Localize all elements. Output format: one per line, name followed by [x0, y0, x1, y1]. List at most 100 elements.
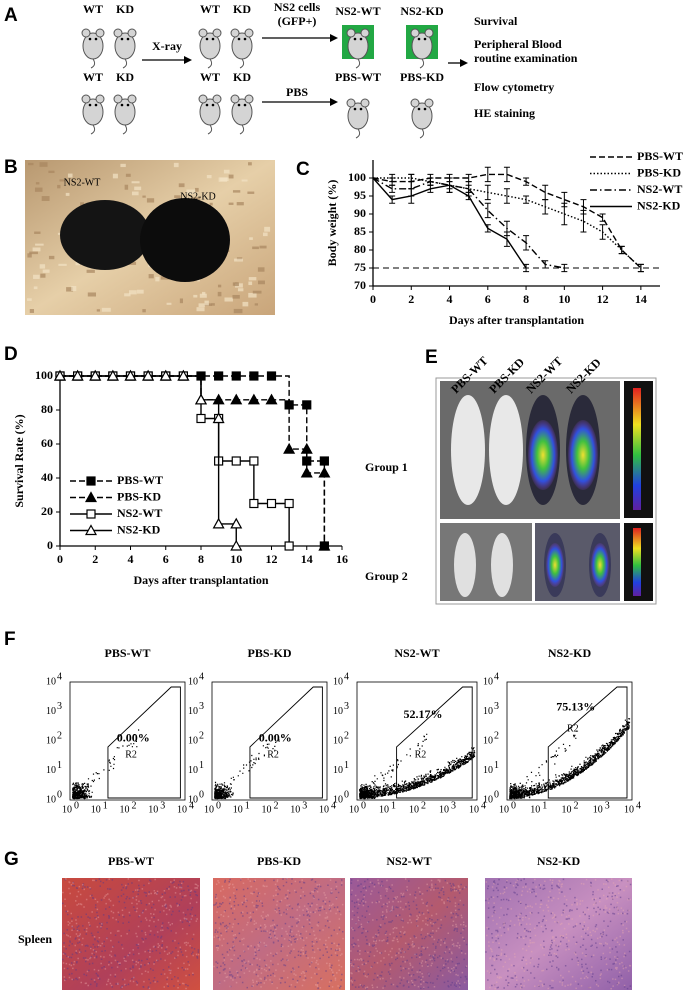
column-title: NS2-WT — [386, 854, 431, 868]
column-title: NS2-KD — [537, 854, 581, 868]
y-tick-base: 10 — [46, 765, 56, 776]
bedding-flake — [66, 287, 74, 292]
mouse-eye — [88, 103, 92, 107]
mouse-icon — [81, 28, 105, 69]
photo-label: NS2-KD — [180, 191, 216, 202]
bedding-flake — [148, 274, 154, 279]
x-tick-label: 2 — [408, 292, 414, 306]
x-tick-base: 10 — [530, 804, 540, 815]
mouse-eye — [423, 107, 427, 111]
x-tick-base: 10 — [62, 804, 72, 815]
error-bar — [484, 224, 491, 233]
marker — [159, 369, 172, 381]
gate-percent: 75.13% — [556, 700, 595, 714]
bedding-flake — [241, 179, 248, 182]
bedding-flake — [27, 253, 32, 258]
panel-letter: F — [4, 629, 16, 650]
legend-label: NS2-WT — [117, 506, 162, 520]
mouse-ear — [95, 28, 105, 38]
marker — [212, 517, 225, 529]
mouse-in-photo — [60, 200, 150, 270]
bedding-flake — [131, 181, 140, 184]
y-tick-label: 95 — [354, 188, 366, 202]
cell-events — [214, 735, 283, 800]
y-axis-label: Survival Rate (%) — [12, 414, 26, 507]
x-tick-base: 10 — [499, 804, 509, 815]
bedding-flake — [236, 202, 244, 206]
bedding-flake — [196, 307, 205, 312]
mouse-eye — [205, 103, 209, 107]
x-tick-base: 10 — [409, 804, 419, 815]
genotype-label: WT — [83, 70, 103, 84]
y-tick-base: 10 — [333, 794, 343, 805]
bedding-flake — [58, 263, 67, 266]
bedding-flake — [87, 292, 97, 297]
bedding-flake — [80, 202, 84, 207]
mouse-ear — [113, 94, 123, 104]
arrow-label: NS2 cells — [274, 0, 321, 14]
y-tick-base: 10 — [483, 706, 493, 717]
legend-label: PBS-KD — [637, 165, 681, 179]
error-bar — [599, 224, 606, 240]
bedding-flake — [39, 162, 48, 167]
mouse-ear — [360, 28, 370, 38]
y-tick-base: 10 — [46, 794, 56, 805]
bedding-flake — [248, 292, 257, 298]
y-tick-base: 10 — [333, 735, 343, 746]
arrow-label: X-ray — [152, 39, 182, 53]
bedding-flake — [146, 198, 155, 203]
mouse-eye — [94, 103, 98, 107]
mouse-ear — [360, 98, 370, 108]
y-tick-label: 60 — [41, 436, 53, 450]
bedding-flake — [211, 303, 215, 306]
data-line — [372, 177, 565, 269]
marker — [265, 393, 278, 405]
marker — [283, 442, 296, 454]
x-tick-base: 10 — [593, 804, 603, 815]
bedding-flake — [142, 309, 146, 313]
mouse-ear — [127, 94, 137, 104]
y-tick-label: 100 — [35, 368, 53, 382]
mouse-eye — [423, 37, 427, 41]
y-tick-exponent: 0 — [344, 789, 349, 800]
y-tick-exponent: 2 — [199, 730, 204, 741]
error-bar — [484, 202, 491, 219]
mouse-tail — [239, 58, 245, 69]
y-tick-base: 10 — [46, 706, 56, 717]
group-label: PBS-WT — [335, 70, 381, 84]
x-tick-base: 10 — [91, 804, 101, 815]
imaging-photo — [440, 523, 532, 601]
bedding-flake — [59, 179, 65, 182]
x-tick-base: 10 — [562, 804, 572, 815]
error-bar — [542, 184, 549, 201]
plot-frame — [506, 681, 633, 801]
gate — [396, 686, 473, 799]
x-tick-exponent: 2 — [574, 800, 579, 811]
marker — [249, 456, 259, 466]
x-tick-label: 0 — [370, 292, 376, 306]
panel-letter: A — [4, 5, 18, 26]
tissue-label: Spleen — [18, 932, 52, 946]
bedding-flake — [160, 276, 170, 280]
bedding-flake — [223, 169, 230, 174]
mouse-icon — [410, 28, 434, 69]
mouse-eye — [237, 103, 241, 107]
marker — [142, 369, 155, 381]
bedding-flake — [193, 294, 198, 298]
bedding-flake — [237, 288, 244, 292]
mouse-ear — [244, 28, 254, 38]
error-bar — [523, 195, 530, 204]
y-tick-exponent: 1 — [199, 760, 204, 771]
bedding-flake — [228, 174, 234, 179]
mouse-eye — [243, 103, 247, 107]
bedding-flake — [65, 192, 70, 196]
bedding-flake — [112, 173, 118, 179]
mouse-in-photo — [140, 198, 230, 282]
x-tick-base: 10 — [233, 804, 243, 815]
error-bar — [523, 235, 530, 251]
panel-letter: G — [4, 849, 19, 870]
bedding-flake — [262, 232, 268, 237]
mouse-icon — [346, 98, 370, 139]
gate-name: R2 — [267, 749, 279, 760]
genotype-label: WT — [200, 70, 220, 84]
